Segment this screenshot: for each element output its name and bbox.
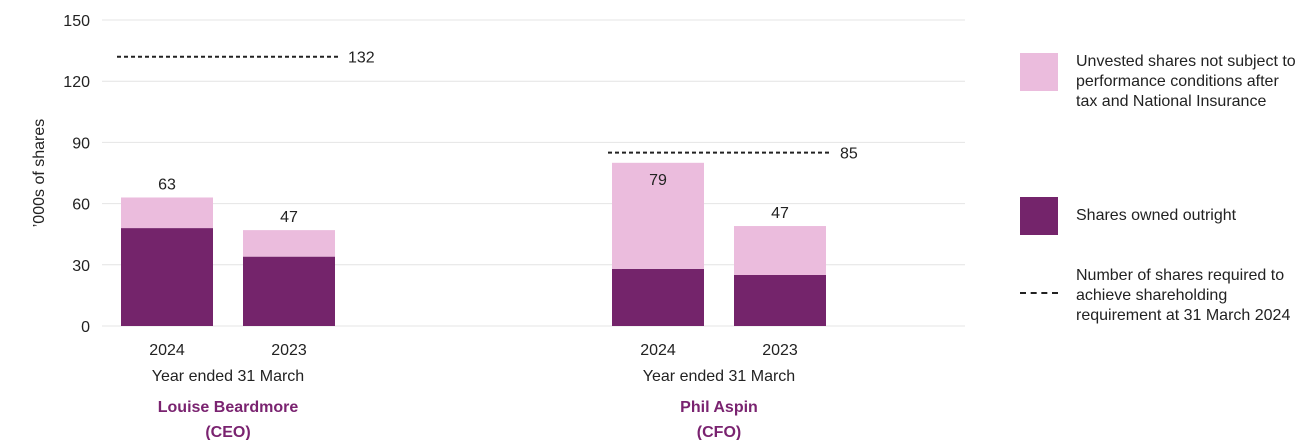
bar-segment-outright	[734, 275, 826, 326]
requirement-label: 85	[840, 146, 858, 163]
bar-total-label: 47	[771, 205, 789, 222]
x-tick-label: 2023	[271, 342, 307, 359]
x-axis-label: Year ended 31 March	[152, 368, 304, 385]
bar-total-label: 47	[280, 209, 298, 226]
bar-segment-unvested	[734, 226, 826, 275]
legend-item-outright: Shares owned outright	[1020, 196, 1295, 236]
person-role: (CEO)	[205, 424, 250, 440]
legend-label-unvested: Unvested shares not subject to performan…	[1076, 53, 1296, 110]
legend-dotted-line	[1020, 292, 1058, 294]
person-role: (CFO)	[697, 424, 741, 440]
requirement-label: 132	[348, 50, 375, 67]
y-tick-label: 60	[72, 197, 90, 214]
bar-total-label: 63	[158, 176, 176, 193]
x-tick-label: 2024	[149, 342, 185, 359]
y-tick-label: 30	[72, 258, 90, 275]
bar-segment-outright	[612, 268, 704, 326]
shareholding-chart: 0 30 60 90 120 150 ’000s of shares 63 2024 47 2023…	[31, 13, 965, 440]
legend-item-requirement: Number of shares required to achieve sha…	[1020, 266, 1295, 386]
y-tick-label: 90	[72, 135, 90, 152]
bar-segment-outright	[121, 228, 213, 326]
y-tick-label: 0	[81, 319, 90, 336]
legend-swatch-outright	[1020, 197, 1058, 235]
x-tick-label: 2024	[640, 342, 676, 359]
legend-item-unvested: Unvested shares not subject to performan…	[1020, 50, 1296, 160]
y-tick-label: 120	[63, 74, 90, 91]
bar-total-label: 79	[649, 172, 667, 189]
legend-label-requirement: Number of shares required to achieve sha…	[1076, 267, 1291, 324]
legend-swatch-unvested	[1020, 53, 1058, 91]
bar-segment-unvested	[612, 162, 704, 269]
bar-segment-unvested	[243, 230, 335, 257]
bar-segment-outright	[243, 256, 335, 326]
y-axis-label: ’000s of shares	[31, 119, 48, 228]
x-tick-label: 2023	[762, 342, 798, 359]
person-name: Louise Beardmore	[158, 399, 299, 416]
person-name: Phil Aspin	[680, 399, 758, 416]
y-tick-label: 150	[63, 13, 90, 30]
x-axis-label: Year ended 31 March	[643, 368, 795, 385]
legend-label-outright: Shares owned outright	[1076, 207, 1237, 224]
bar-segment-unvested	[121, 197, 213, 229]
